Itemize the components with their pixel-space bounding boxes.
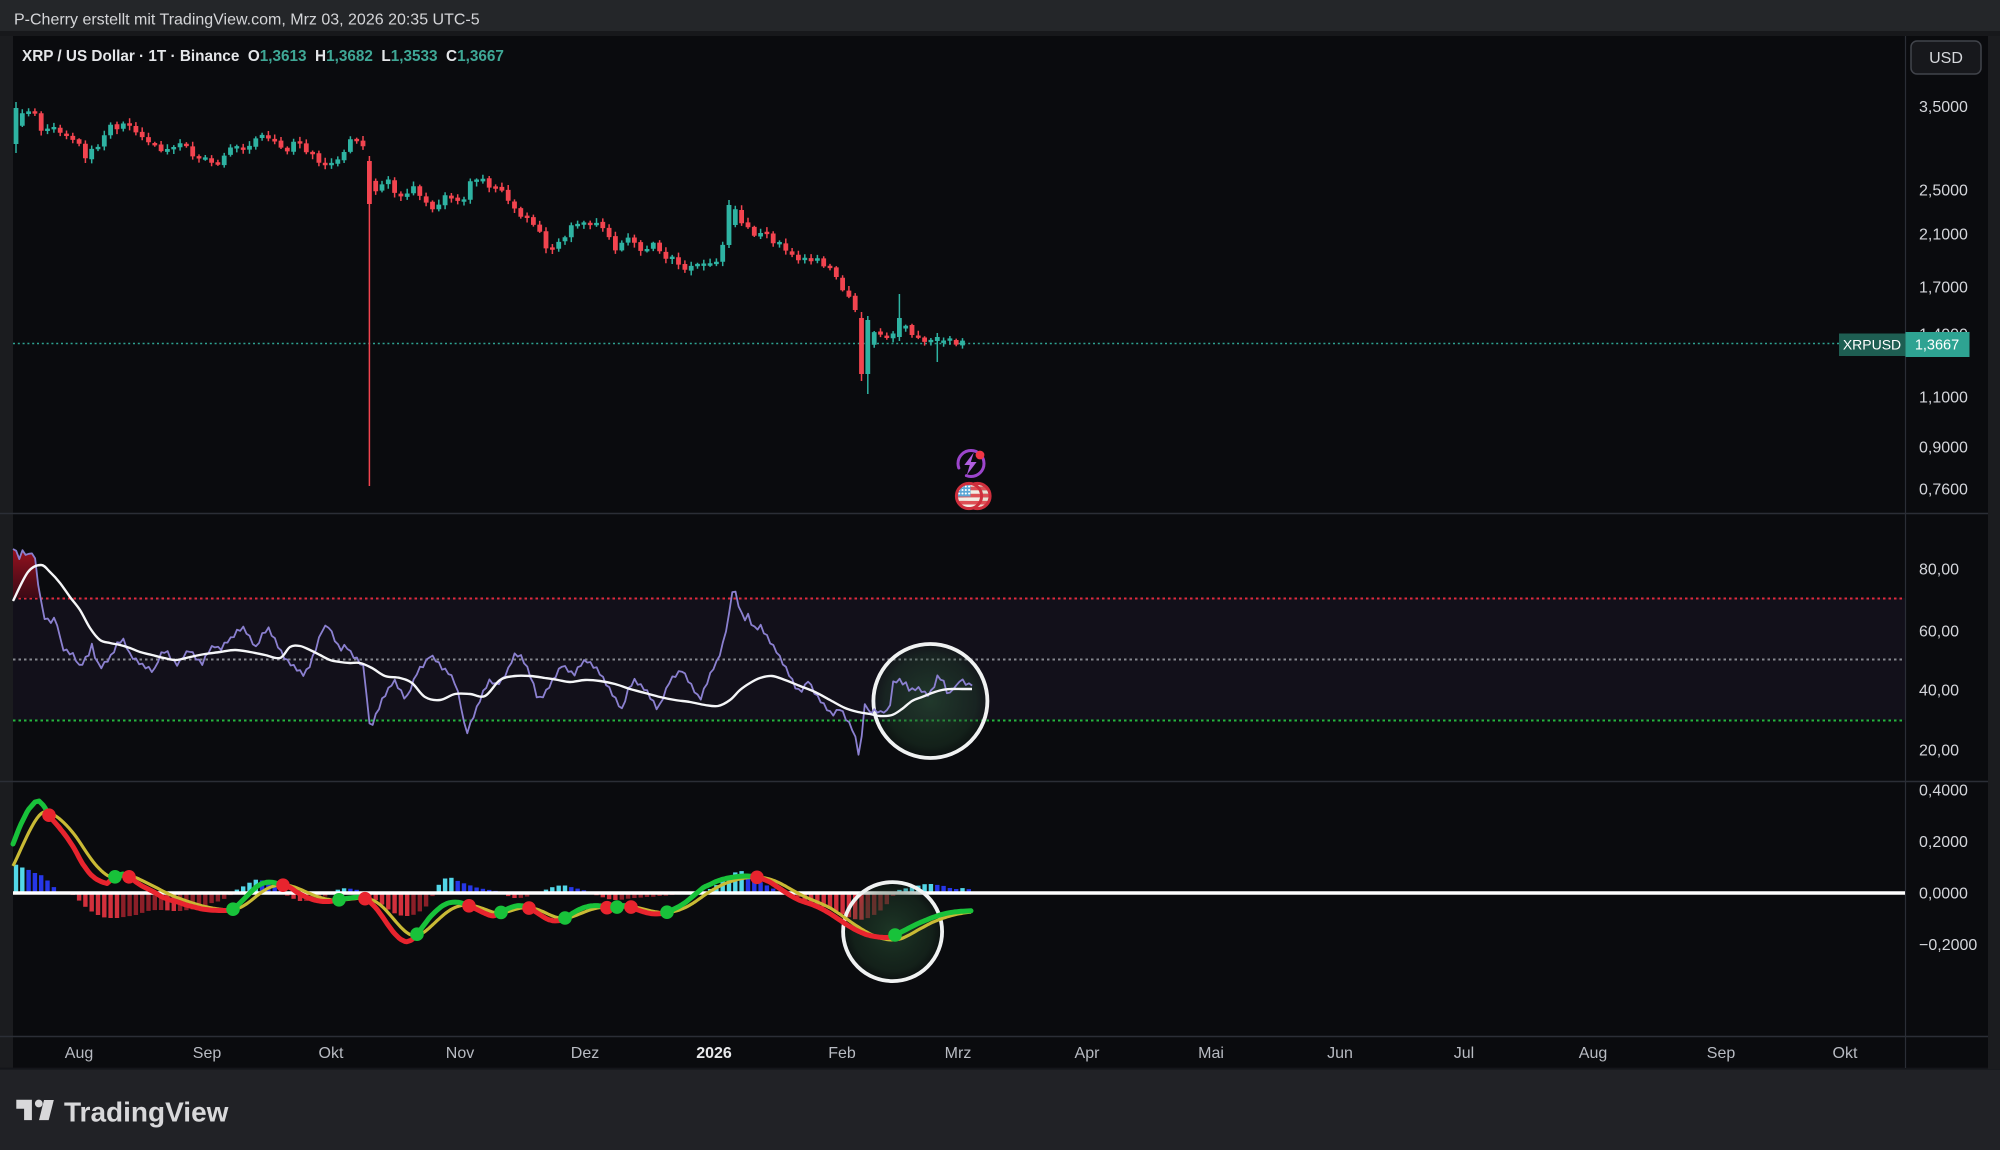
svg-text:0,9000: 0,9000 <box>1919 440 1968 457</box>
svg-text:−0,2000: −0,2000 <box>1919 937 1977 954</box>
svg-text:Okt: Okt <box>1833 1045 1858 1062</box>
svg-text:60,00: 60,00 <box>1919 624 1959 641</box>
svg-text:0,4000: 0,4000 <box>1919 783 1968 800</box>
svg-text:Nov: Nov <box>446 1045 474 1062</box>
svg-text:Apr: Apr <box>1075 1045 1101 1062</box>
svg-text:2026: 2026 <box>696 1045 732 1062</box>
svg-text:XRPUSD: XRPUSD <box>1843 337 1901 353</box>
svg-text:20,00: 20,00 <box>1919 743 1959 760</box>
svg-text:80,00: 80,00 <box>1919 562 1959 579</box>
svg-text:3,5000: 3,5000 <box>1919 99 1968 116</box>
svg-text:Feb: Feb <box>828 1045 856 1062</box>
svg-text:P-Cherry erstellt mit TradingV: P-Cherry erstellt mit TradingView.com, M… <box>14 12 480 29</box>
svg-text:Jul: Jul <box>1454 1045 1474 1062</box>
svg-text:Jun: Jun <box>1327 1045 1353 1062</box>
svg-text:2,5000: 2,5000 <box>1919 183 1968 200</box>
svg-text:Sep: Sep <box>1707 1045 1736 1062</box>
svg-text:Okt: Okt <box>319 1045 344 1062</box>
svg-text:40,00: 40,00 <box>1919 683 1959 700</box>
svg-text:1,1000: 1,1000 <box>1919 390 1968 407</box>
svg-text:TradingView: TradingView <box>64 1097 229 1128</box>
svg-text:USD: USD <box>1929 50 1963 67</box>
svg-text:Sep: Sep <box>193 1045 222 1062</box>
svg-text:2,1000: 2,1000 <box>1919 227 1968 244</box>
svg-text:Dez: Dez <box>571 1045 599 1062</box>
svg-text:1,7000: 1,7000 <box>1919 280 1968 297</box>
svg-text:Aug: Aug <box>1579 1045 1607 1062</box>
svg-text:Mrz: Mrz <box>945 1045 972 1062</box>
svg-text:Aug: Aug <box>65 1045 93 1062</box>
svg-text:Mai: Mai <box>1198 1045 1224 1062</box>
svg-text:0,2000: 0,2000 <box>1919 834 1968 851</box>
svg-text:1,3667: 1,3667 <box>1915 338 1959 354</box>
svg-text:XRP / US Dollar · 1T · Binance: XRP / US Dollar · 1T · Binance O1,3613 H… <box>22 48 504 65</box>
svg-text:0,0000: 0,0000 <box>1919 886 1968 903</box>
svg-text:0,7600: 0,7600 <box>1919 482 1968 499</box>
